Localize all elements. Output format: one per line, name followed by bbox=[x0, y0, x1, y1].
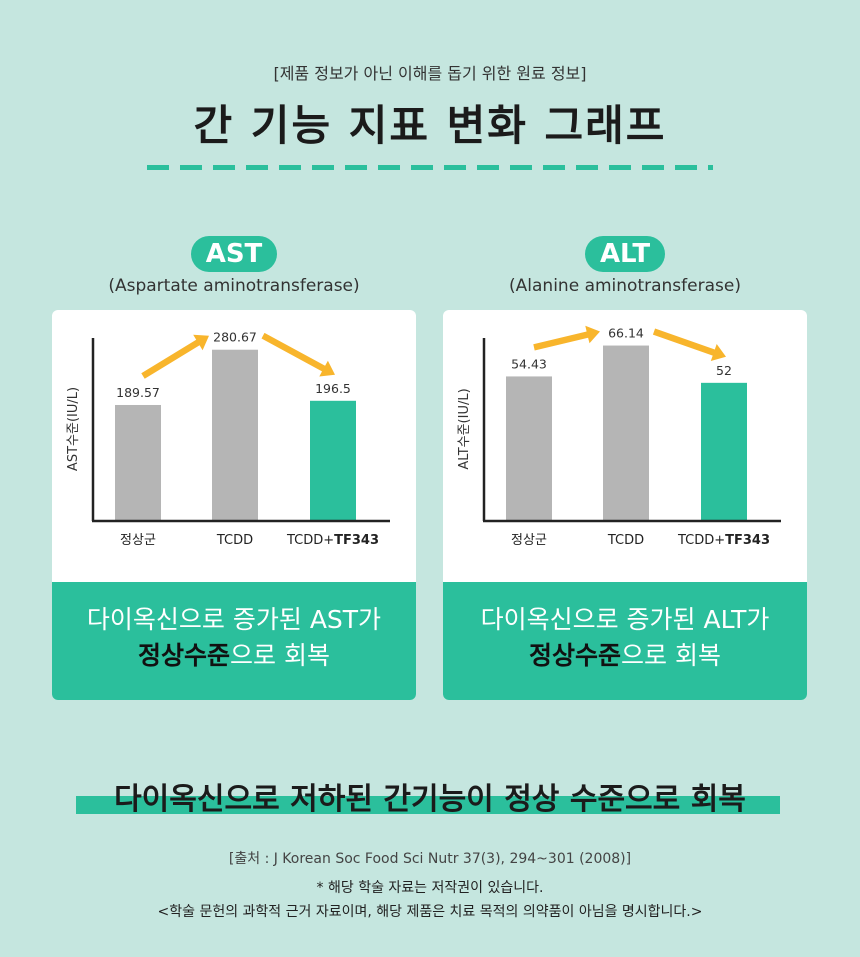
ast-caption-rest: 으로 회복 bbox=[230, 641, 330, 670]
ast-bar-1 bbox=[212, 349, 258, 520]
ast-fullname: (Aspartate aminotransferase) bbox=[108, 276, 360, 296]
ast-caption: 다이옥신으로 증가된 AST가 정상수준으로 회복 bbox=[52, 582, 416, 700]
ast-value-label-0: 189.57 bbox=[116, 385, 160, 400]
alt-badge: ALT bbox=[584, 236, 666, 272]
ast-value-label-1: 280.67 bbox=[213, 330, 257, 345]
conclusion-text: 다이옥신으로 저하된 간기능이 정상 수준으로 회복 bbox=[114, 782, 746, 817]
source-citation: [출처 : J Korean Soc Food Sci Nutr 37(3), … bbox=[228, 851, 632, 867]
page-title: 간 기능 지표 변화 그래프 bbox=[193, 101, 667, 150]
alt-bar-0 bbox=[506, 376, 552, 520]
alt-bar-2 bbox=[701, 382, 747, 520]
alt-caption-bold: 정상수준 bbox=[529, 641, 622, 670]
alt-category-label-0: 정상군 bbox=[511, 533, 547, 548]
medical-notice: <학술 문헌의 과학적 근거 자료이며, 해당 제품은 치료 목적의 의약품이 … bbox=[157, 904, 703, 920]
ast-category-label-2: TCDD+TF343 bbox=[286, 533, 379, 548]
ast-increase-arrow bbox=[141, 334, 209, 379]
ast-bar-2 bbox=[310, 400, 356, 520]
ast-panel-header: AST (Aspartate aminotransferase) bbox=[34, 236, 434, 296]
ast-badge: AST bbox=[190, 236, 278, 272]
alt-caption-line1: 다이옥신으로 증가된 ALT가 bbox=[480, 605, 770, 634]
alt-value-label-2: 52 bbox=[716, 363, 732, 378]
ast-caption-line1: 다이옥신으로 증가된 AST가 bbox=[86, 605, 382, 634]
ast-category-label-0: 정상군 bbox=[120, 533, 156, 548]
ast-chart-card: AST수준(IU/L) 189.57 정상군 280.67 TCDD 196.5 TCDD+… bbox=[52, 310, 416, 700]
alt-fullname: (Alanine aminotransferase) bbox=[509, 276, 741, 296]
ast-caption-bold: 정상수준 bbox=[138, 641, 231, 670]
conclusion-highlight bbox=[76, 796, 780, 814]
alt-bar-1 bbox=[603, 345, 649, 520]
alt-chart: ALT수준(IU/L) 54.43 정상군 66.14 TCDD 52 TCDD+TF343 bbox=[457, 325, 781, 548]
alt-caption: 다이옥신으로 증가된 ALT가 정상수준으로 회복 bbox=[443, 582, 807, 700]
ast-value-label-2: 196.5 bbox=[315, 381, 351, 396]
ast-caption-line2: 정상수준으로 회복 bbox=[52, 638, 416, 674]
alt-value-label-0: 54.43 bbox=[511, 356, 547, 371]
alt-panel-header: ALT (Alanine aminotransferase) bbox=[425, 236, 825, 296]
ast-y-axis-label: AST수준(IU/L) bbox=[66, 387, 81, 471]
ast-decrease-arrow bbox=[261, 332, 335, 377]
ast-bar-0 bbox=[115, 404, 161, 520]
alt-y-axis-label: ALT수준(IU/L) bbox=[457, 388, 472, 469]
alt-decrease-arrow bbox=[652, 328, 726, 361]
alt-category-label-2: TCDD+TF343 bbox=[677, 533, 770, 548]
title-dashed-underline bbox=[147, 165, 713, 170]
copyright-note: * 해당 학술 자료는 저작권이 있습니다. bbox=[316, 880, 544, 896]
alt-value-label-1: 66.14 bbox=[608, 326, 644, 341]
ast-chart: AST수준(IU/L) 189.57 정상군 280.67 TCDD 196.5 TCDD+… bbox=[66, 330, 390, 548]
alt-increase-arrow bbox=[533, 325, 600, 351]
disclaimer-text: [제품 정보가 아닌 이해를 돕기 위한 원료 정보] bbox=[273, 64, 587, 83]
alt-chart-card: ALT수준(IU/L) 54.43 정상군 66.14 TCDD 52 TCDD+TF343… bbox=[443, 310, 807, 700]
alt-caption-line2: 정상수준으로 회복 bbox=[443, 638, 807, 674]
alt-caption-rest: 으로 회복 bbox=[621, 641, 721, 670]
alt-category-label-1: TCDD bbox=[607, 533, 644, 548]
ast-category-label-1: TCDD bbox=[216, 533, 253, 548]
